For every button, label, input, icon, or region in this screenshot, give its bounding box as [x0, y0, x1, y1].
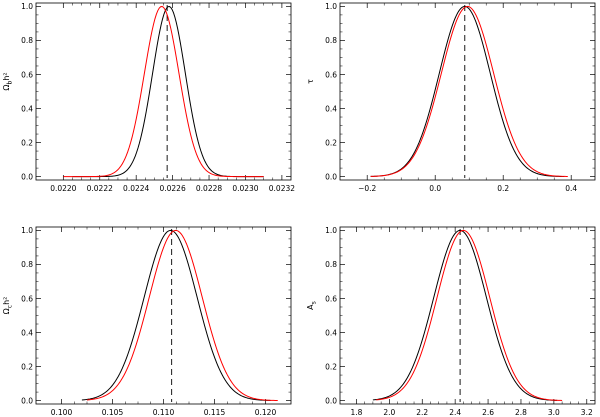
x-tick-label: 2.4 — [449, 408, 461, 417]
y-tick-label: 0.6 — [325, 294, 337, 303]
y-tick-label: 0.6 — [21, 294, 33, 303]
x-tick-label: 2.0 — [383, 408, 395, 417]
x-tick-label: 2.6 — [482, 408, 494, 417]
y-tick-label: 1.0 — [325, 226, 337, 235]
x-tick-label: 0.120 — [255, 408, 277, 417]
y-tick-label: 0.8 — [325, 36, 337, 45]
x-tick-label: 0.0220 — [50, 184, 76, 193]
series-line-1 — [372, 229, 558, 401]
panel-3: 0.100 0.105 0.110 0.115 0.120 0.0 0.2 0.4 0.6 0.8… — [2, 226, 292, 417]
x-tick-label: 0.4 — [565, 184, 577, 193]
y-tick-label: 0.8 — [21, 260, 33, 269]
plot-frame — [35, 2, 292, 181]
y-tick-label: 0.8 — [21, 36, 33, 45]
x-tick-label: 0.115 — [204, 408, 226, 417]
x-tick-label: 0.0222 — [87, 184, 113, 193]
x-tick-label: 0.0224 — [123, 184, 149, 193]
y-tick-label: 0.4 — [21, 328, 33, 337]
series-line-2 — [63, 5, 264, 178]
x-tick-label: 1.8 — [350, 408, 362, 417]
plot-frame — [339, 226, 596, 405]
series-line-2 — [86, 229, 278, 401]
series-line-1 — [81, 229, 271, 401]
series-line-1 — [370, 5, 565, 178]
x-tick-label: 0.0 — [429, 184, 441, 193]
x-tick-label: 0.0232 — [269, 184, 295, 193]
y-tick-label: 1.0 — [21, 226, 33, 235]
y-tick-label: 1.0 — [325, 2, 337, 11]
panel-1: 0.0220 0.0222 0.0224 0.0226 0.0228 0.0230 0.02… — [2, 2, 295, 193]
panel-2: −0.2 0.0 0.2 0.4 0.0 0.2 0.4 0.6 0.8 1.0 τ — [306, 2, 596, 193]
x-tick-label: 0.0226 — [159, 184, 185, 193]
series-line-2 — [370, 5, 568, 177]
plot-frame — [339, 2, 596, 181]
x-tick-label: 2.8 — [515, 408, 527, 417]
x-tick-label: 3.2 — [581, 408, 593, 417]
y-tick-label: 0.6 — [21, 70, 33, 79]
y-tick-label: 1.0 — [21, 2, 33, 11]
y-tick-label: 0.4 — [325, 104, 337, 113]
x-tick-label: −0.2 — [358, 184, 376, 193]
y-tick-label: 0.4 — [325, 328, 337, 337]
y-tick-label: 0.0 — [21, 172, 33, 181]
y-tick-label: 0.4 — [21, 104, 33, 113]
y-tick-label: 0.2 — [21, 362, 33, 371]
x-tick-label: 0.100 — [51, 408, 73, 417]
y-tick-label: 0.8 — [325, 260, 337, 269]
panel-4: 1.8 2.0 2.2 2.4 2.6 2.8 3.0 3.2 0.0 0.2 0.4 0.6 0.8 1… — [306, 226, 596, 417]
y-tick-label: 0.0 — [325, 396, 337, 405]
y-axis-label: Ωch² — [2, 297, 14, 315]
x-tick-label: 0.0230 — [232, 184, 258, 193]
x-tick-label: 2.2 — [416, 408, 428, 417]
series-line-1 — [72, 5, 264, 178]
series-line-2 — [376, 229, 563, 401]
y-tick-label: 0.6 — [325, 70, 337, 79]
x-tick-label: 0.105 — [102, 408, 124, 417]
y-tick-label: 0.0 — [21, 396, 33, 405]
y-tick-label: 0.2 — [21, 138, 33, 147]
x-tick-label: 0.0228 — [196, 184, 222, 193]
x-tick-label: 3.0 — [548, 408, 560, 417]
x-tick-label: 0.2 — [497, 184, 509, 193]
y-tick-label: 0.2 — [325, 362, 337, 371]
y-axis-label: τ — [306, 79, 315, 84]
y-axis-label: Ωbh² — [2, 72, 14, 90]
y-tick-label: 0.2 — [325, 138, 337, 147]
x-tick-label: 0.110 — [153, 408, 175, 417]
y-axis-label: As — [306, 301, 318, 310]
plot-frame — [35, 226, 292, 405]
y-tick-label: 0.0 — [325, 172, 337, 181]
